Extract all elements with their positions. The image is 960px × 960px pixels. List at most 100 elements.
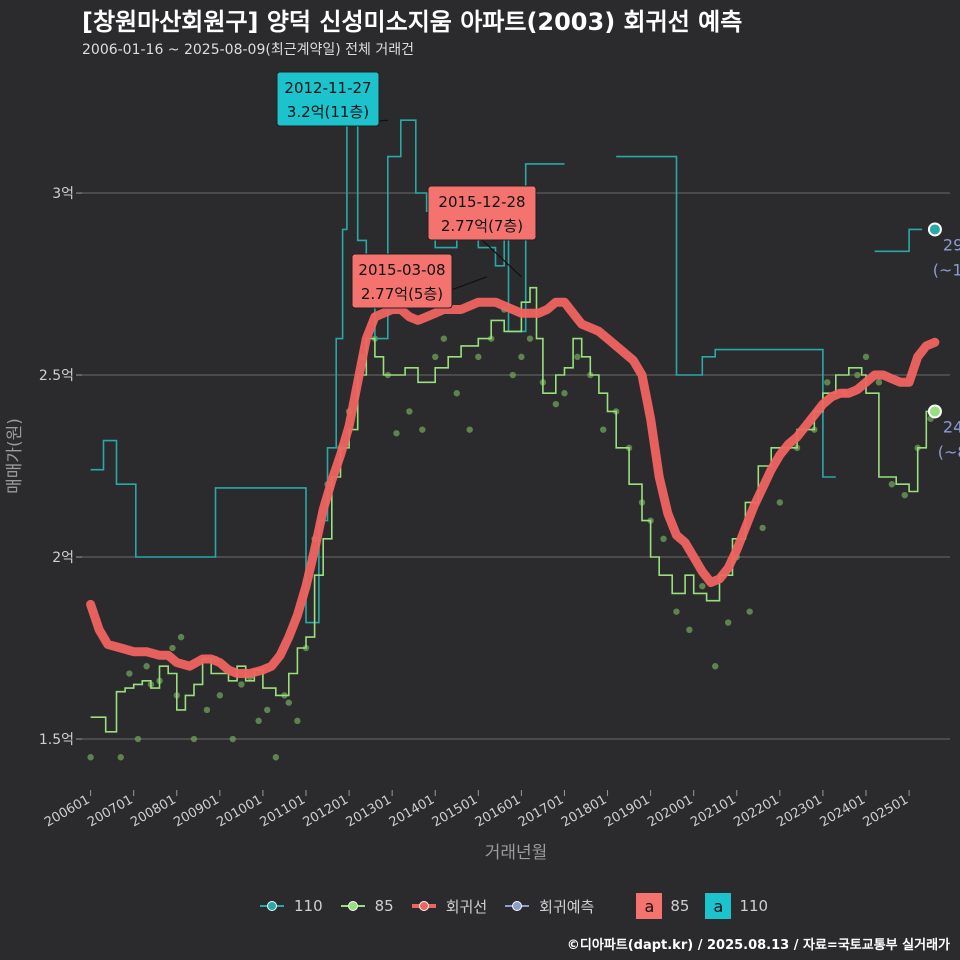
data-point-85	[117, 754, 124, 761]
data-point-85	[190, 735, 198, 743]
legend-key-110-icon	[258, 896, 286, 916]
annotation-price: 3.2억(11층)	[287, 103, 369, 121]
x-tick-label: 202201	[731, 792, 781, 830]
legend-box-110-text: 110	[739, 897, 769, 915]
forecast-marker: 24,000 (~85㎡)	[927, 404, 960, 461]
forecast-marker: 29,000 (~110㎡)	[927, 222, 960, 279]
data-point-85	[660, 535, 667, 543]
x-tick-label: 201801	[559, 792, 609, 830]
x-tick-label: 200801	[128, 792, 178, 830]
legend-box-85-icon: a	[636, 893, 663, 919]
forecast-dot	[927, 222, 942, 237]
x-tick-label: 202101	[688, 792, 738, 830]
x-tick-label: 201501	[430, 792, 480, 830]
data-point-85	[143, 663, 150, 670]
forecast-value: 29,000	[943, 235, 960, 254]
x-tick-label: 201701	[516, 792, 566, 830]
source-caption: ©디아파트(dapt.kr) / 2025.08.13 / 자료=국토교통부 실…	[566, 938, 950, 953]
annotation-label: 2012-11-27 3.2억(11층)	[276, 71, 388, 127]
legend-key-forecast-icon	[503, 896, 531, 916]
x-tick-label: 201001	[214, 792, 264, 830]
x-tick-label: 201101	[258, 792, 308, 830]
legend-item-forecast: 회귀예측	[503, 896, 594, 917]
legend-key-regression-icon	[410, 896, 438, 916]
data-point-85	[600, 426, 607, 433]
annotation-price: 2.77억(7층)	[441, 217, 523, 235]
data-point-85	[862, 353, 870, 361]
forecast-area: (~85㎡)	[938, 442, 960, 461]
data-point-85	[699, 582, 706, 590]
data-point-85	[824, 379, 831, 386]
annotation-price: 2.77억(5층)	[361, 285, 443, 303]
forecast-value: 24,000	[943, 417, 960, 436]
forecast-area: (~110㎡)	[933, 260, 960, 279]
x-tick-label: 202001	[645, 792, 695, 830]
x-axis-title: 거래년월	[485, 843, 548, 863]
data-point-85	[759, 524, 766, 532]
series-110-line	[616, 155, 836, 478]
legend-box-85-text: 85	[670, 897, 690, 915]
legend-key-85-icon	[339, 896, 367, 916]
annotation-label: 2015-12-28 2.77억(7층)	[427, 185, 537, 278]
data-point-85	[453, 390, 460, 397]
data-point-85	[673, 608, 680, 615]
legend-item-85: 85	[339, 896, 394, 916]
data-point-85	[272, 754, 280, 761]
data-point-85	[87, 754, 94, 761]
x-tick-label: 202501	[861, 792, 911, 830]
legend-label-box-110: a 110	[705, 893, 768, 919]
annotation-box	[427, 185, 537, 241]
forecast-dot	[927, 404, 942, 419]
data-point-85	[203, 706, 211, 714]
x-tick-label: 200901	[171, 792, 221, 830]
annotation-date: 2012-11-27	[284, 79, 371, 97]
chart-title: [창원마산회원구] 양덕 신성미소지움 아파트(2003) 회귀선 예측	[82, 8, 743, 36]
annotation-box	[351, 253, 453, 309]
data-point-85	[229, 735, 236, 743]
data-point-85	[552, 400, 560, 408]
data-point-85	[264, 706, 271, 714]
legend-box-110-icon: a	[705, 893, 732, 919]
x-tick-label: 201201	[301, 792, 351, 830]
y-tick-label: 1.5억	[39, 732, 74, 748]
x-tick-label: 202301	[774, 792, 824, 830]
data-point-85	[509, 371, 516, 379]
legend-label-box-85: a 85	[636, 893, 689, 919]
x-tick-label: 201901	[602, 792, 652, 830]
data-point-85	[126, 670, 133, 677]
data-point-85	[776, 499, 784, 506]
x-tick-label: 200601	[42, 792, 92, 830]
annotation-date: 2015-12-28	[438, 193, 525, 211]
data-point-85	[169, 644, 176, 652]
y-tick-label: 2억	[52, 550, 74, 566]
data-point-85	[134, 735, 142, 743]
legend-item-110: 110	[258, 896, 323, 916]
y-tick-label: 2.5억	[39, 368, 74, 384]
data-point-85	[177, 633, 185, 641]
data-point-85	[255, 717, 262, 725]
data-point-85	[294, 717, 301, 725]
data-point-85	[393, 430, 400, 437]
data-point-85	[432, 353, 439, 361]
annotation-leader	[481, 239, 522, 278]
data-point-85	[724, 619, 732, 626]
legend-label-85: 85	[374, 897, 394, 915]
scatter-points-85	[87, 306, 934, 761]
data-point-85	[440, 335, 448, 342]
annotation-label: 2015-03-08 2.77억(5층)	[351, 253, 488, 309]
annotation-date: 2015-03-08	[358, 261, 445, 279]
data-point-85	[888, 481, 896, 488]
data-point-85	[901, 491, 908, 499]
x-tick-label: 201401	[387, 792, 437, 830]
y-tick-label: 3억	[52, 186, 74, 202]
regression-line	[86, 297, 940, 678]
legend-label-forecast: 회귀예측	[539, 897, 595, 916]
series-110-line	[874, 228, 922, 253]
legend-label-regression: 회귀선	[445, 897, 488, 916]
data-point-85	[746, 608, 753, 615]
legend-item-regression: 회귀선	[410, 896, 487, 917]
x-tick-label: 201601	[473, 792, 523, 830]
annotation-box	[276, 71, 380, 127]
data-point-85	[285, 699, 292, 706]
